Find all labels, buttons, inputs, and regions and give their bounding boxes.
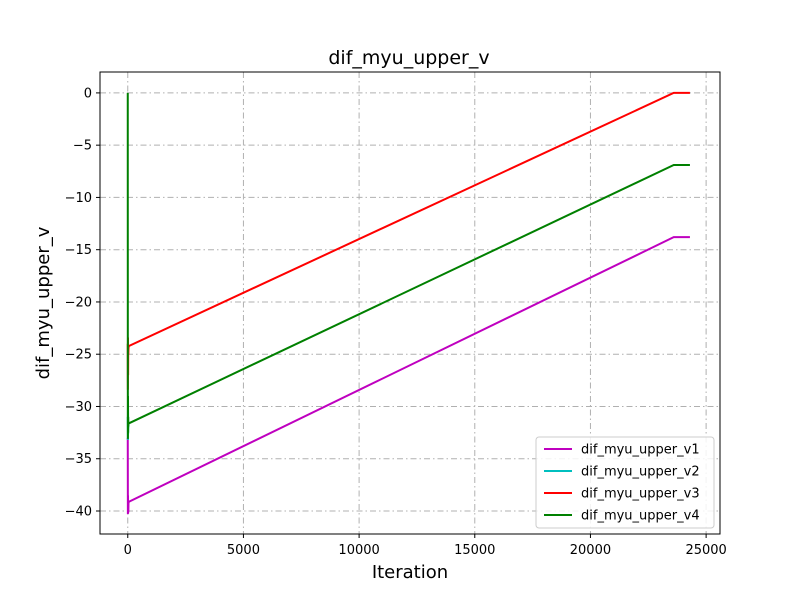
y-tick-label: −5 [73, 139, 92, 154]
series-line-1 [126, 236, 690, 515]
x-axis-label: Iteration [372, 562, 448, 583]
plot-frame [99, 71, 721, 535]
legend-box [535, 436, 715, 529]
x-tick-label: 20000 [570, 543, 611, 558]
y-tick-label: 0 [84, 86, 92, 101]
axis-ticks: 0 5000 10000 15000 20000 25000 0 −5 −10 −15 −20 −25… [65, 86, 727, 558]
y-tick-label: −30 [65, 400, 92, 415]
legend-label-1: dif_myu_upper_v1 [581, 443, 700, 458]
y-tick-label: −10 [65, 191, 92, 206]
x-tick-label: 10000 [338, 543, 379, 558]
series-line-3 [126, 91, 690, 390]
legend-label-4: dif_myu_upper_v4 [581, 509, 700, 524]
x-tick-label: 0 [124, 543, 132, 558]
x-tick-label: 15000 [454, 543, 495, 558]
y-tick-label: −25 [65, 348, 92, 363]
legend-label-3: dif_myu_upper_v3 [581, 487, 700, 502]
y-tick-label: −40 [65, 505, 92, 520]
x-tick-label: 5000 [227, 543, 260, 558]
series-lines [126, 91, 690, 515]
legend-label-2: dif_myu_upper_v2 [581, 465, 700, 480]
y-tick-label: −35 [65, 452, 92, 467]
series-line-4 [126, 92, 690, 439]
chart-title: dif_myu_upper_v [328, 47, 489, 69]
x-tick-label: 25000 [685, 543, 726, 558]
y-tick-label: −15 [65, 243, 92, 258]
y-tick-label: −20 [65, 295, 92, 310]
legend: dif_myu_upper_v1 dif_myu_upper_v2 dif_myu_… [535, 436, 715, 529]
y-axis-label: dif_myu_upper_v [33, 226, 54, 379]
